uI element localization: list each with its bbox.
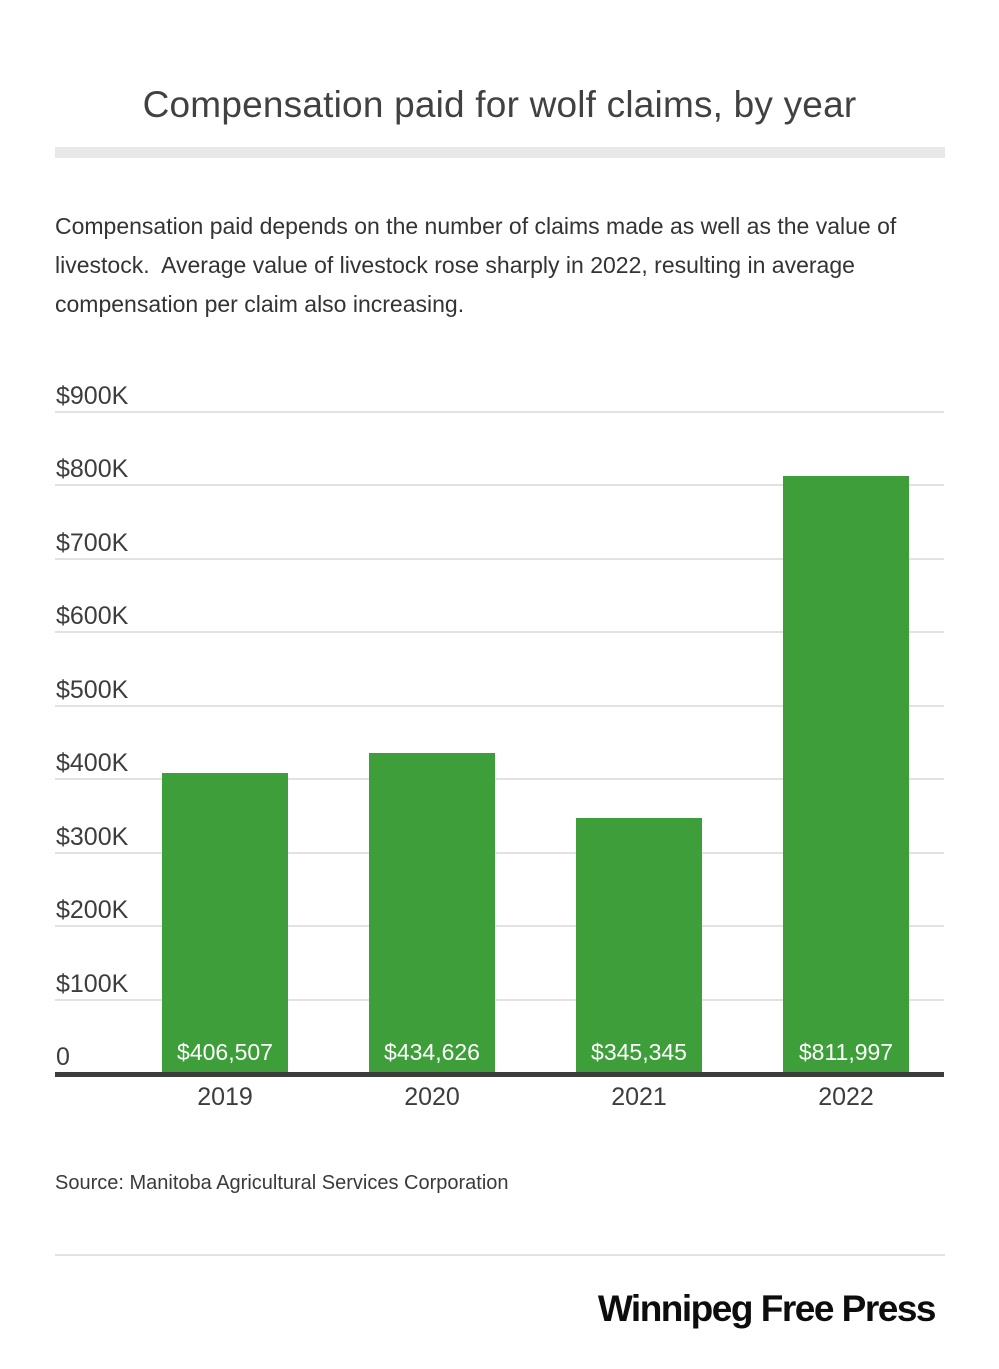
bar: $811,997 [783,476,909,1072]
x-axis-label: 2019 [197,1083,253,1111]
y-axis-tick-label: 0 [56,1043,70,1071]
x-axis-label: 2020 [404,1083,460,1111]
bar-value-label: $811,997 [798,1039,894,1065]
y-gridline [55,631,944,633]
publisher-logo: Winnipeg Free Press [597,1288,937,1329]
y-axis-tick-label: $100K [56,970,129,998]
source-text: Source: Manitoba Agricultural Services C… [55,1172,509,1194]
chart-description: Compensation paid depends on the number … [55,207,955,324]
y-gridline [55,852,944,854]
y-gridline [55,999,944,1001]
y-axis-tick-label: $900K [56,382,129,410]
y-axis-tick-label: $700K [56,529,129,557]
description-line: Compensation paid depends on the number … [55,213,897,239]
y-gridline [55,705,944,707]
x-axis-label: 2022 [818,1083,874,1111]
y-gridline [55,411,944,413]
y-axis-tick-label: $200K [56,896,129,924]
x-axis-baseline [55,1072,944,1077]
bar-value-label: $345,345 [591,1039,687,1065]
title-divider [55,147,945,158]
bar: $345,345 [576,818,702,1072]
plot-area: $900K $800K $700K $600K $500K $400K $300K $200K… [55,382,944,1111]
footer-divider [55,1254,945,1256]
chart-title: Compensation paid for wolf claims, by ye… [142,84,857,125]
description-line: compensation per claim also increasing. [55,291,465,317]
bar: $434,626 [369,753,495,1072]
y-gridline [55,778,944,780]
bar-value-label: $434,626 [384,1039,480,1065]
y-axis-tick-label: $400K [56,749,129,777]
bar: $406,507 [162,773,288,1072]
description-line: livestock. Average value of livestock ro… [55,252,855,278]
y-axis-tick-label: $800K [56,455,129,483]
y-gridline [55,558,944,560]
y-axis-tick-label: $500K [56,676,129,704]
y-gridline [55,925,944,927]
y-axis-tick-label: $600K [56,602,129,630]
y-gridline [55,484,944,486]
x-axis-label: 2021 [611,1083,667,1111]
y-axis-tick-label: $300K [56,823,129,851]
bar-value-label: $406,507 [177,1039,273,1065]
